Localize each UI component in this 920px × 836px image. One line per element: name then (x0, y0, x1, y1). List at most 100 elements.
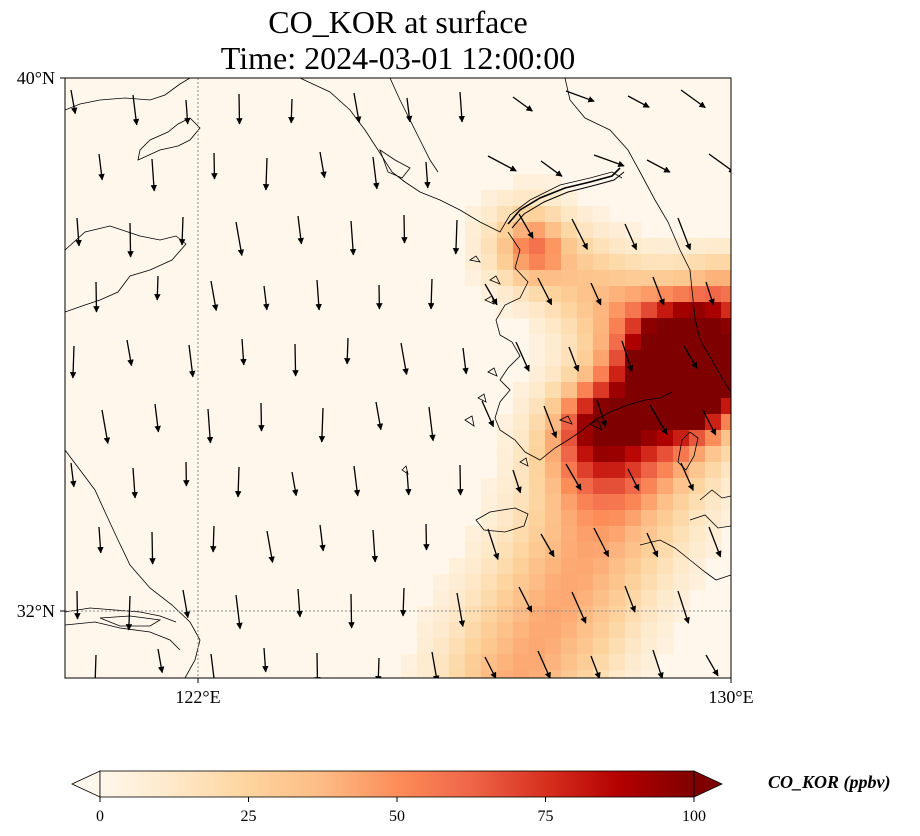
field-cell (433, 590, 450, 607)
field-cell (529, 350, 546, 367)
field-cell (577, 526, 594, 543)
field-cell (529, 638, 546, 655)
wind-arrow (568, 346, 580, 372)
wind-arrow (428, 406, 436, 442)
wind-arrow (178, 216, 186, 246)
field-cell (545, 270, 562, 287)
field-cell (593, 254, 610, 271)
field-cell (705, 478, 722, 495)
field-cell (465, 222, 482, 239)
field-cell (545, 446, 562, 463)
wind-arrow (458, 91, 465, 123)
field-cell (561, 238, 578, 255)
field-cell (529, 318, 546, 335)
field-cell (689, 446, 706, 463)
wind-arrow (537, 277, 553, 306)
map-panel (64, 77, 732, 679)
field-cell (481, 606, 498, 623)
wind-arrow (93, 281, 100, 313)
field-cell (497, 270, 514, 287)
field-cell (641, 638, 658, 655)
field-cell (465, 638, 482, 655)
field-cell (673, 542, 690, 559)
field-cell (609, 558, 626, 575)
field-cell (529, 238, 546, 255)
field-cell (401, 670, 418, 678)
field-cell (625, 366, 642, 383)
field-cell (721, 510, 731, 527)
field-cell (673, 414, 690, 431)
field-cell (641, 494, 658, 511)
field-cell (657, 414, 674, 431)
field-cell (593, 270, 610, 287)
field-cell (433, 670, 450, 678)
field-cell (673, 398, 690, 415)
field-cell (513, 574, 530, 591)
field-cell (657, 510, 674, 527)
lon-tick-130: 130°E (708, 687, 753, 707)
field-cell (609, 334, 626, 351)
field-cell (513, 398, 530, 415)
field-cell (497, 478, 514, 495)
wind-arrow (210, 525, 217, 553)
field-cell (705, 270, 722, 287)
field-cell (657, 318, 674, 335)
field-cell (721, 302, 731, 319)
wind-arrow (318, 407, 326, 443)
field-cell (609, 654, 626, 671)
field-cell (545, 254, 562, 271)
wind-arrow (348, 593, 355, 629)
field-cell (721, 350, 731, 367)
field-cell (561, 286, 578, 303)
field-cell (529, 414, 546, 431)
field-cell (529, 254, 546, 271)
field-cell (657, 270, 674, 287)
field-cell (577, 302, 594, 319)
field-cell (721, 414, 731, 431)
field-cell (721, 478, 731, 495)
field-cell (497, 606, 514, 623)
field-cell (561, 606, 578, 623)
field-cell (561, 366, 578, 383)
field-cell (593, 670, 610, 678)
field-cell (673, 494, 690, 511)
field-cell (561, 398, 578, 415)
field-cell (641, 350, 658, 367)
field-cell (657, 446, 674, 463)
field-cell (561, 574, 578, 591)
field-cell (625, 270, 642, 287)
field-cell (545, 462, 562, 479)
wind-arrow (652, 276, 665, 306)
field-cell (657, 478, 674, 495)
field-cell (657, 494, 674, 511)
field-cell (497, 670, 514, 678)
field-cell (609, 222, 626, 239)
field-cell (593, 222, 610, 239)
field-cell (545, 430, 562, 447)
wind-arrow (131, 467, 138, 499)
field-cell (497, 302, 514, 319)
wind-arrow (705, 654, 719, 677)
field-cell (529, 494, 546, 511)
field-cell (497, 254, 514, 271)
field-cell (609, 382, 626, 399)
wind-arrow (296, 588, 303, 618)
field-cell (577, 206, 594, 223)
field-cell (513, 478, 530, 495)
field-cell (577, 590, 594, 607)
field-cell (417, 670, 434, 678)
field-cell (481, 638, 498, 655)
field-cell (609, 638, 626, 655)
field-cell (481, 286, 498, 303)
field-cell (465, 526, 482, 543)
field-cell (481, 494, 498, 511)
field-cell (529, 382, 546, 399)
wind-arrow (484, 283, 498, 306)
wind-arrow (211, 152, 218, 180)
field-cell (545, 302, 562, 319)
field-cell (593, 430, 610, 447)
field-cell (577, 462, 594, 479)
field-cell (641, 302, 658, 319)
field-cell (705, 238, 722, 255)
